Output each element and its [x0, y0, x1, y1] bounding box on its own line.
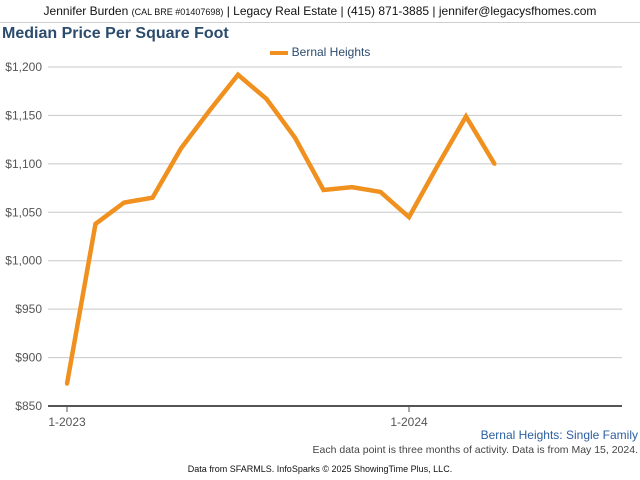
data-point[interactable] — [264, 96, 269, 101]
data-point[interactable] — [378, 189, 383, 194]
data-point[interactable] — [179, 146, 183, 151]
agent-contact: | Legacy Real Estate | (415) 871-3885 | … — [226, 4, 597, 18]
legend-label[interactable]: Bernal Heights — [291, 45, 371, 59]
series-line[interactable] — [64, 71, 497, 385]
source-credit: Data from SFARMLS. InfoSparks © 2025 Sho… — [187, 464, 453, 474]
y-tick-label: $850 — [15, 399, 42, 413]
data-point[interactable] — [492, 161, 497, 166]
gridlines — [48, 66, 622, 359]
series-layer — [64, 71, 497, 386]
data-point[interactable] — [122, 200, 126, 205]
data-point[interactable] — [350, 185, 354, 190]
y-axis: $850 $900 $950 $1,000 $1,050 $1,100 $1,150 $1,2… — [5, 60, 42, 413]
data-point[interactable] — [407, 215, 411, 220]
y-tick-label: $900 — [15, 351, 42, 365]
data-point[interactable] — [207, 108, 212, 113]
y-tick-label: $950 — [15, 302, 42, 316]
data-point[interactable] — [236, 72, 240, 77]
agent-header: Jennifer Burden (CAL BRE #01407698) | Le… — [0, 0, 640, 23]
y-tick-label: $1,050 — [5, 205, 42, 219]
chart-title: Median Price Per Square Foot — [2, 25, 229, 42]
y-tick-label: $1,000 — [5, 254, 42, 268]
data-point[interactable] — [321, 188, 326, 193]
data-point[interactable] — [150, 195, 155, 200]
legend: Bernal Heights — [0, 45, 640, 59]
legend-swatch — [269, 50, 288, 55]
data-point[interactable] — [435, 163, 440, 168]
x-axis: 1-2023 1-2024 — [48, 405, 622, 429]
data-note: Each data point is three months of activ… — [312, 444, 638, 456]
chart-subtitle: Bernal Heights: Single Family — [480, 428, 638, 442]
agent-name: Jennifer Burden — [43, 4, 129, 18]
data-point[interactable] — [293, 135, 297, 140]
x-tick-label: 1-2023 — [48, 415, 86, 429]
agent-license: (CAL BRE #01407698) — [131, 7, 224, 17]
y-tick-label: $1,150 — [5, 108, 42, 122]
y-tick-label: $1,100 — [5, 157, 42, 171]
x-tick-label: 1-2024 — [390, 415, 428, 429]
y-tick-label: $1,200 — [5, 60, 42, 74]
data-point[interactable] — [65, 381, 69, 386]
data-point[interactable] — [464, 114, 468, 119]
data-point[interactable] — [93, 221, 98, 226]
